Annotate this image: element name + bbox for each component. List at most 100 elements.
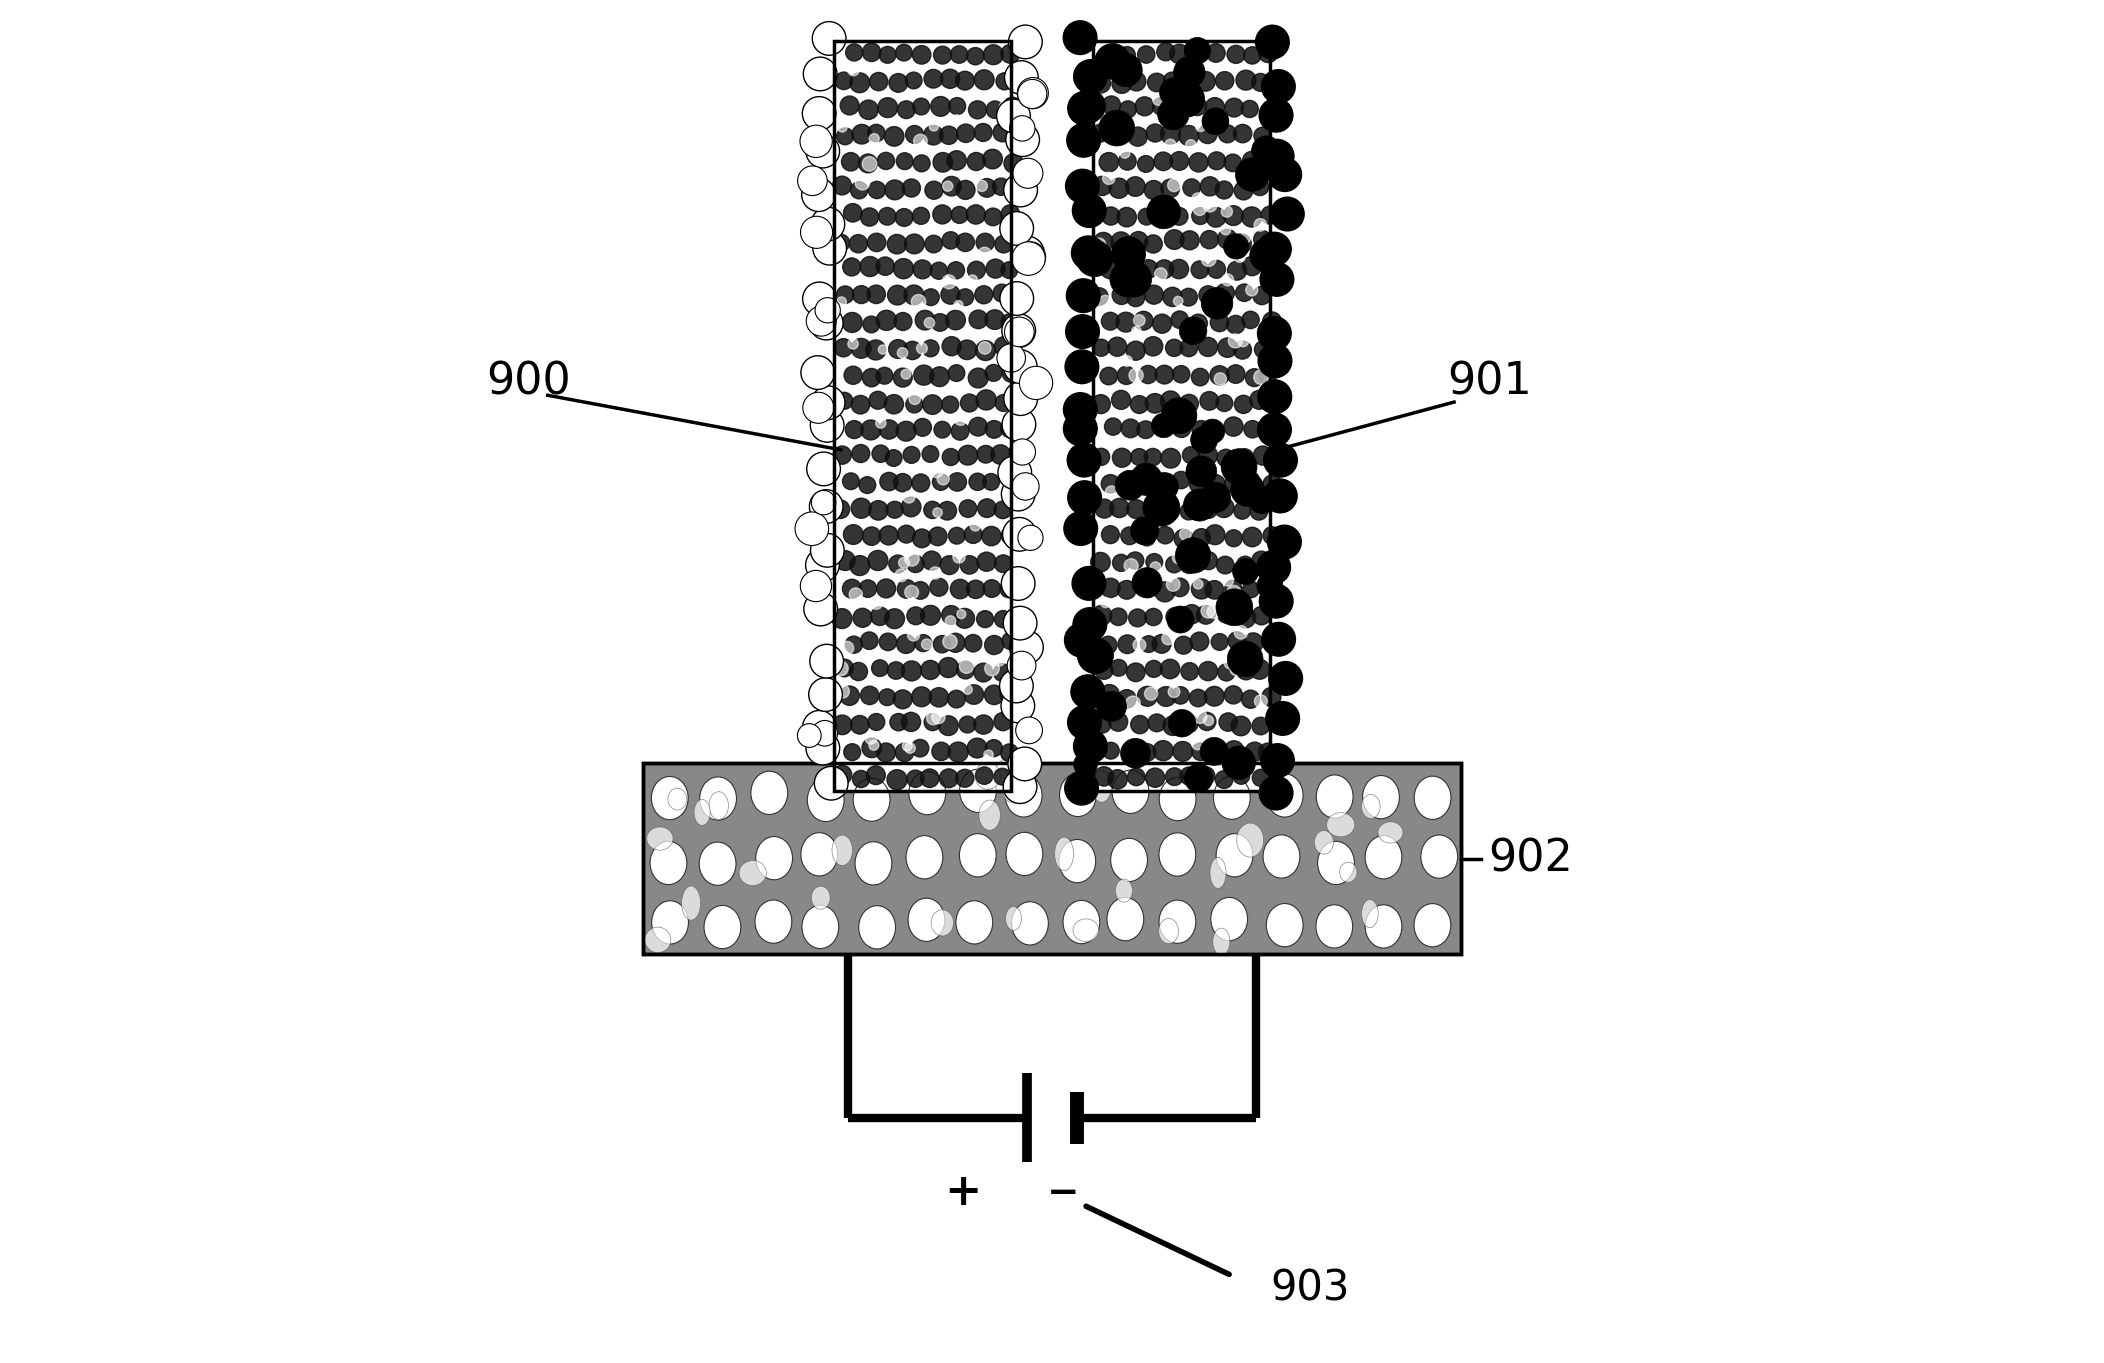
Circle shape: [1134, 639, 1147, 652]
Circle shape: [839, 686, 858, 706]
Circle shape: [1225, 530, 1241, 547]
Circle shape: [930, 688, 949, 707]
Circle shape: [1002, 364, 1020, 382]
Circle shape: [966, 48, 985, 65]
Circle shape: [1145, 661, 1161, 677]
Circle shape: [1071, 675, 1105, 709]
Circle shape: [1220, 225, 1231, 234]
Circle shape: [985, 750, 993, 759]
Circle shape: [1265, 443, 1298, 477]
Circle shape: [968, 153, 985, 170]
Circle shape: [974, 70, 993, 90]
Circle shape: [1113, 286, 1130, 304]
Circle shape: [1010, 631, 1044, 664]
Circle shape: [852, 608, 871, 627]
Circle shape: [1117, 207, 1136, 226]
Circle shape: [924, 70, 943, 89]
Circle shape: [861, 632, 877, 649]
Ellipse shape: [1361, 795, 1380, 818]
Circle shape: [1105, 418, 1121, 435]
Circle shape: [997, 343, 1025, 372]
Circle shape: [806, 307, 835, 337]
Circle shape: [1250, 239, 1283, 273]
Circle shape: [1229, 334, 1243, 348]
Circle shape: [1243, 632, 1262, 653]
Circle shape: [1094, 44, 1130, 79]
Circle shape: [1252, 74, 1269, 91]
Circle shape: [1166, 578, 1180, 592]
Circle shape: [1067, 124, 1100, 157]
Circle shape: [1092, 176, 1111, 195]
Circle shape: [833, 176, 852, 195]
Circle shape: [1004, 607, 1037, 641]
Circle shape: [955, 769, 974, 788]
Circle shape: [1252, 607, 1271, 624]
Circle shape: [913, 418, 932, 436]
Circle shape: [901, 713, 922, 732]
Circle shape: [884, 394, 903, 414]
Circle shape: [1220, 206, 1233, 217]
Circle shape: [1077, 240, 1113, 277]
Circle shape: [985, 364, 1002, 382]
Circle shape: [945, 616, 955, 627]
Circle shape: [947, 151, 966, 170]
Circle shape: [1130, 368, 1142, 383]
Circle shape: [835, 393, 852, 409]
Circle shape: [1140, 635, 1157, 653]
Circle shape: [1145, 180, 1164, 199]
Circle shape: [1237, 335, 1248, 346]
Circle shape: [1155, 418, 1172, 436]
Circle shape: [835, 551, 854, 571]
Circle shape: [879, 688, 896, 706]
Circle shape: [993, 179, 1010, 195]
Circle shape: [976, 233, 995, 252]
Circle shape: [976, 552, 995, 571]
Circle shape: [795, 512, 829, 545]
Circle shape: [1225, 417, 1243, 436]
Circle shape: [1100, 597, 1111, 608]
Circle shape: [835, 338, 852, 357]
Circle shape: [1193, 421, 1210, 439]
Circle shape: [1172, 418, 1191, 438]
Circle shape: [968, 275, 978, 285]
Circle shape: [1206, 474, 1225, 495]
Circle shape: [1218, 125, 1237, 143]
Circle shape: [1159, 78, 1189, 106]
Circle shape: [1197, 713, 1216, 731]
Circle shape: [886, 450, 903, 466]
Circle shape: [1138, 209, 1155, 225]
Circle shape: [1121, 527, 1138, 545]
Text: 900: 900: [486, 360, 570, 403]
Ellipse shape: [699, 842, 736, 886]
Circle shape: [1267, 525, 1300, 559]
Circle shape: [1138, 581, 1155, 597]
Circle shape: [1092, 124, 1109, 142]
Circle shape: [808, 677, 842, 711]
Circle shape: [877, 311, 896, 330]
Circle shape: [812, 491, 835, 515]
Circle shape: [812, 232, 846, 264]
Circle shape: [1225, 98, 1243, 117]
Circle shape: [852, 338, 871, 358]
Circle shape: [1254, 218, 1267, 232]
Circle shape: [1111, 237, 1147, 271]
Circle shape: [1098, 637, 1117, 654]
Circle shape: [957, 289, 974, 305]
Circle shape: [1180, 714, 1197, 733]
Circle shape: [1002, 744, 1018, 762]
Circle shape: [955, 608, 974, 628]
Circle shape: [1153, 98, 1170, 114]
Circle shape: [812, 22, 846, 56]
Circle shape: [835, 72, 852, 90]
Circle shape: [978, 179, 995, 198]
Circle shape: [1008, 25, 1041, 59]
Circle shape: [1233, 503, 1250, 519]
Text: −: −: [1046, 1174, 1079, 1212]
Circle shape: [896, 743, 913, 762]
Circle shape: [1216, 284, 1235, 303]
Circle shape: [995, 611, 1012, 628]
Circle shape: [1218, 338, 1237, 357]
Circle shape: [1018, 79, 1048, 109]
Circle shape: [894, 690, 913, 709]
Circle shape: [983, 45, 1004, 64]
